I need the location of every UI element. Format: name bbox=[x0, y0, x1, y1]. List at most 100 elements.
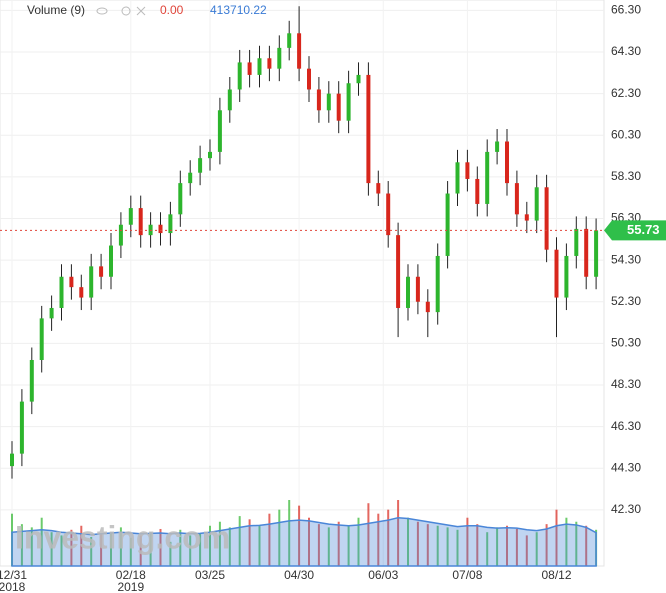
volume-bar bbox=[585, 525, 588, 566]
candle-body bbox=[109, 245, 113, 277]
candle-body bbox=[465, 162, 470, 179]
volume-bar bbox=[248, 519, 251, 566]
candle-body bbox=[188, 172, 193, 184]
volume-bar bbox=[466, 517, 469, 566]
y-tick-label: 60.30 bbox=[611, 127, 641, 141]
volume-bar bbox=[149, 532, 152, 566]
candle-body bbox=[69, 276, 74, 288]
candle-body bbox=[376, 183, 381, 194]
volume-bar bbox=[565, 517, 568, 566]
candle-body bbox=[584, 228, 589, 277]
candle-body bbox=[237, 62, 242, 90]
candle-body bbox=[316, 89, 321, 111]
volume-bar bbox=[30, 527, 33, 566]
volume-bar bbox=[486, 532, 489, 566]
y-tick-label: 62.30 bbox=[611, 86, 641, 100]
x-tick-label: 12/31 bbox=[0, 568, 27, 582]
volume-bar bbox=[367, 503, 370, 566]
y-tick-label: 54.30 bbox=[611, 252, 641, 266]
y-tick-label: 58.30 bbox=[611, 169, 641, 183]
candle-body bbox=[356, 74, 361, 84]
x-tick-label: 03/25 bbox=[195, 568, 225, 582]
volume-bar bbox=[70, 529, 73, 566]
candle-body bbox=[198, 158, 203, 173]
volume-bar bbox=[238, 516, 241, 566]
candle-body bbox=[564, 255, 569, 298]
volume-bar bbox=[515, 528, 518, 566]
watermark: Investing.com bbox=[15, 519, 230, 555]
candle-body bbox=[554, 249, 559, 298]
volume-bar bbox=[268, 513, 271, 566]
candle-body bbox=[485, 151, 490, 204]
volume-bar bbox=[60, 535, 63, 566]
volume-bar bbox=[555, 509, 558, 566]
candle-body bbox=[524, 214, 529, 221]
candle-body bbox=[297, 33, 302, 69]
volume-bar bbox=[119, 527, 122, 566]
y-tick-label: 46.30 bbox=[611, 419, 641, 433]
volume-bar bbox=[337, 521, 340, 566]
candle-body bbox=[247, 62, 252, 75]
volume-bar bbox=[397, 500, 400, 566]
candle-body bbox=[128, 208, 133, 225]
x-tick-label: 08/12 bbox=[541, 568, 571, 582]
candle-body bbox=[118, 224, 123, 246]
volume-bar bbox=[426, 524, 429, 566]
volume-bar bbox=[545, 524, 548, 566]
volume-bar bbox=[575, 521, 578, 566]
candle-body bbox=[514, 183, 519, 215]
volume-bar bbox=[218, 521, 221, 566]
volume-bar bbox=[179, 529, 182, 566]
candle-body bbox=[445, 193, 450, 256]
x-tick-year: 2018 bbox=[0, 580, 26, 593]
candle-body bbox=[168, 214, 173, 234]
candle-body bbox=[396, 235, 401, 308]
y-tick-label: 50.30 bbox=[611, 336, 641, 350]
volume-bar bbox=[169, 541, 172, 566]
volume-bar bbox=[525, 535, 528, 566]
volume-bar bbox=[139, 535, 142, 566]
y-tick-label: 66.30 bbox=[611, 3, 641, 17]
volume-bar bbox=[20, 524, 23, 566]
candle-body bbox=[227, 89, 232, 111]
volume-bar bbox=[288, 500, 291, 566]
volume-bar bbox=[90, 537, 93, 566]
candle-body bbox=[574, 228, 579, 256]
candle-body bbox=[39, 318, 44, 360]
candle-body bbox=[544, 187, 549, 250]
candle-body bbox=[158, 224, 163, 234]
volume-bar bbox=[110, 532, 112, 566]
candle-body bbox=[346, 83, 351, 121]
x-tick-label: 04/30 bbox=[284, 568, 314, 582]
candle-body bbox=[267, 58, 272, 69]
axes: 42.3044.3046.3048.3050.3052.3054.3056.30… bbox=[0, 3, 666, 593]
candle-body bbox=[594, 230, 599, 277]
candle-body bbox=[495, 141, 500, 152]
volume-bar bbox=[416, 521, 419, 566]
volume-bar bbox=[446, 527, 449, 566]
volume-bar bbox=[278, 509, 281, 566]
candle-body bbox=[138, 208, 143, 236]
candle-body bbox=[178, 183, 183, 215]
y-tick-label: 48.30 bbox=[611, 377, 641, 391]
volume-bar bbox=[129, 537, 132, 566]
candle-body bbox=[415, 276, 420, 302]
volume-change: 0.00 bbox=[160, 3, 184, 17]
candle-body bbox=[10, 453, 14, 467]
x-tick-label: 06/03 bbox=[368, 568, 398, 582]
candle-body bbox=[336, 93, 341, 121]
candle-body bbox=[277, 47, 282, 69]
volume-bar bbox=[298, 505, 301, 566]
y-tick-label: 44.30 bbox=[611, 460, 641, 474]
volume-bar bbox=[506, 525, 508, 566]
candle-body bbox=[217, 110, 222, 152]
y-tick-label: 64.30 bbox=[611, 44, 641, 58]
volume-bar bbox=[407, 517, 409, 566]
candle-body bbox=[534, 187, 539, 221]
volume-bar bbox=[159, 528, 162, 566]
candle-body bbox=[505, 141, 509, 184]
volume-bar bbox=[387, 509, 390, 566]
volume-bar bbox=[228, 527, 231, 566]
candle-body bbox=[326, 93, 331, 111]
